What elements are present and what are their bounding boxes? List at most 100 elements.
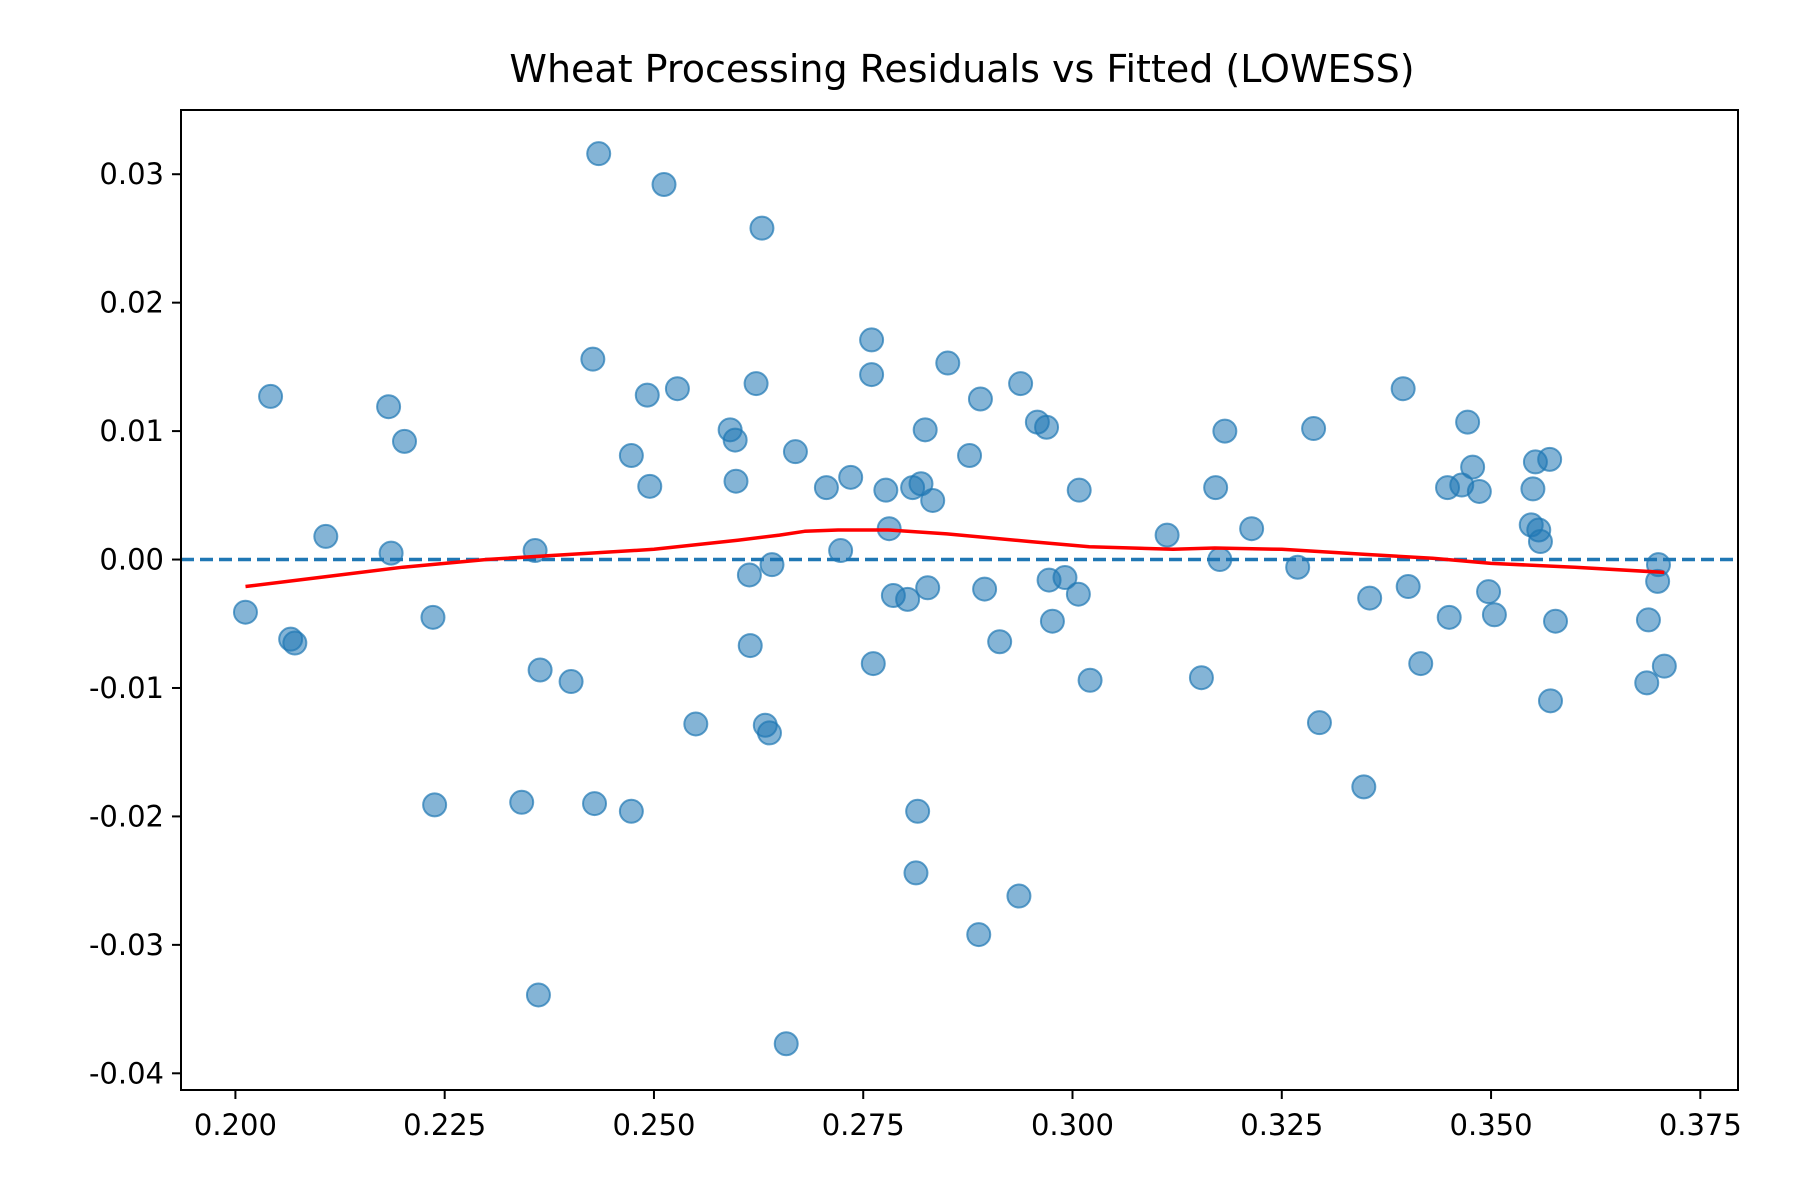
y-tick-label: 0.03	[99, 157, 164, 191]
residual-point	[957, 443, 983, 469]
residual-point	[828, 538, 854, 564]
residual-point	[618, 443, 644, 469]
axes-frame	[180, 109, 1739, 1091]
residual-point	[967, 386, 993, 412]
residual-point	[1455, 409, 1481, 435]
residual-point	[1006, 883, 1032, 909]
residual-point	[1207, 547, 1233, 573]
y-tick-label: 0.00	[99, 543, 164, 577]
y-tick-label: -0.03	[89, 928, 164, 962]
residual-point	[378, 540, 404, 566]
residual-point	[1357, 585, 1383, 611]
residual-point	[586, 141, 612, 167]
residual-point	[773, 1031, 799, 1057]
residual-point	[1460, 454, 1486, 480]
y-axis: 0.03 0.02 0.01 0.00 -0.01 -0.02 -0.03 -0.04	[89, 157, 181, 1090]
residual-point	[782, 439, 808, 465]
residual-point	[1635, 607, 1661, 633]
x-tick-label: 0.250	[612, 1108, 695, 1142]
residual-point	[282, 630, 308, 656]
x-tick-label: 0.375	[1659, 1108, 1742, 1142]
residual-point	[972, 576, 998, 602]
residual-point	[1481, 602, 1507, 628]
x-tick-label: 0.275	[822, 1108, 905, 1142]
residual-point	[722, 427, 748, 453]
x-tick-label: 0.200	[194, 1108, 277, 1142]
chart-title: Wheat Processing Residuals vs Fitted (LO…	[509, 47, 1414, 91]
residual-point	[1154, 522, 1180, 548]
residual-point	[1436, 604, 1462, 630]
residual-point	[1466, 478, 1492, 504]
residual-point	[1520, 476, 1546, 502]
residual-point	[1537, 446, 1563, 472]
residual-point	[313, 523, 339, 549]
residual-point	[1527, 529, 1553, 555]
residual-point	[1039, 608, 1065, 634]
residual-point	[580, 346, 606, 372]
residual-point	[392, 428, 418, 454]
residual-point	[743, 371, 769, 397]
residual-point	[749, 215, 775, 241]
residual-point	[1634, 670, 1660, 696]
y-tick-label: 0.01	[99, 414, 164, 448]
residual-point	[1212, 418, 1238, 444]
residual-point	[525, 982, 551, 1008]
residual-point	[637, 473, 663, 499]
x-tick-label: 0.225	[403, 1108, 486, 1142]
residual-point	[759, 552, 785, 578]
residual-point	[987, 629, 1013, 655]
residual-point	[634, 382, 660, 408]
residual-point	[376, 394, 402, 420]
y-tick-label: -0.04	[89, 1056, 164, 1090]
residual-point	[905, 798, 931, 824]
residual-point	[1476, 579, 1502, 605]
plot-area	[181, 141, 1738, 1057]
lowess-curve	[245, 528, 1665, 589]
residual-point	[422, 792, 448, 818]
residual-point	[1239, 516, 1265, 542]
x-tick-label: 0.350	[1450, 1108, 1533, 1142]
residual-point	[1008, 371, 1034, 397]
residual-point	[1306, 710, 1332, 736]
residual-point	[683, 711, 709, 737]
residual-point	[737, 633, 763, 659]
residual-point	[723, 468, 749, 494]
residual-point	[558, 669, 584, 695]
residual-point	[1395, 574, 1421, 600]
y-tick-label: -0.02	[89, 799, 164, 833]
residual-point	[509, 789, 535, 815]
residual-point	[420, 604, 446, 630]
y-tick-label: -0.01	[89, 671, 164, 705]
y-tick-label: 0.02	[99, 286, 164, 320]
residual-point	[838, 464, 864, 490]
residual-point	[1065, 581, 1091, 607]
residual-point	[1077, 667, 1103, 693]
residual-point	[651, 171, 677, 197]
residual-point	[1651, 653, 1677, 679]
residual-point	[935, 350, 961, 376]
x-tick-label: 0.300	[1031, 1108, 1114, 1142]
residual-point	[903, 860, 929, 886]
x-tick-label: 0.325	[1240, 1108, 1323, 1142]
residual-points	[232, 141, 1677, 1057]
residual-point	[258, 383, 284, 409]
residual-point	[813, 475, 839, 501]
residual-point	[1537, 688, 1563, 714]
residual-point	[1408, 651, 1434, 677]
residual-point	[1390, 376, 1416, 402]
residual-point	[859, 362, 885, 388]
residual-point	[1188, 665, 1214, 691]
residual-point	[912, 417, 938, 443]
residual-point	[1066, 477, 1092, 503]
residual-point	[1351, 774, 1377, 800]
residual-point	[582, 791, 608, 817]
residual-point	[232, 599, 258, 625]
residual-point	[966, 922, 992, 948]
residual-point	[859, 327, 885, 353]
residual-point	[527, 657, 553, 683]
x-axis: 0.200 0.225 0.250 0.275 0.300 0.325 0.350 0.375	[194, 1090, 1742, 1142]
residual-point	[860, 651, 886, 677]
residual-point	[1285, 554, 1311, 580]
residual-point	[664, 376, 690, 402]
